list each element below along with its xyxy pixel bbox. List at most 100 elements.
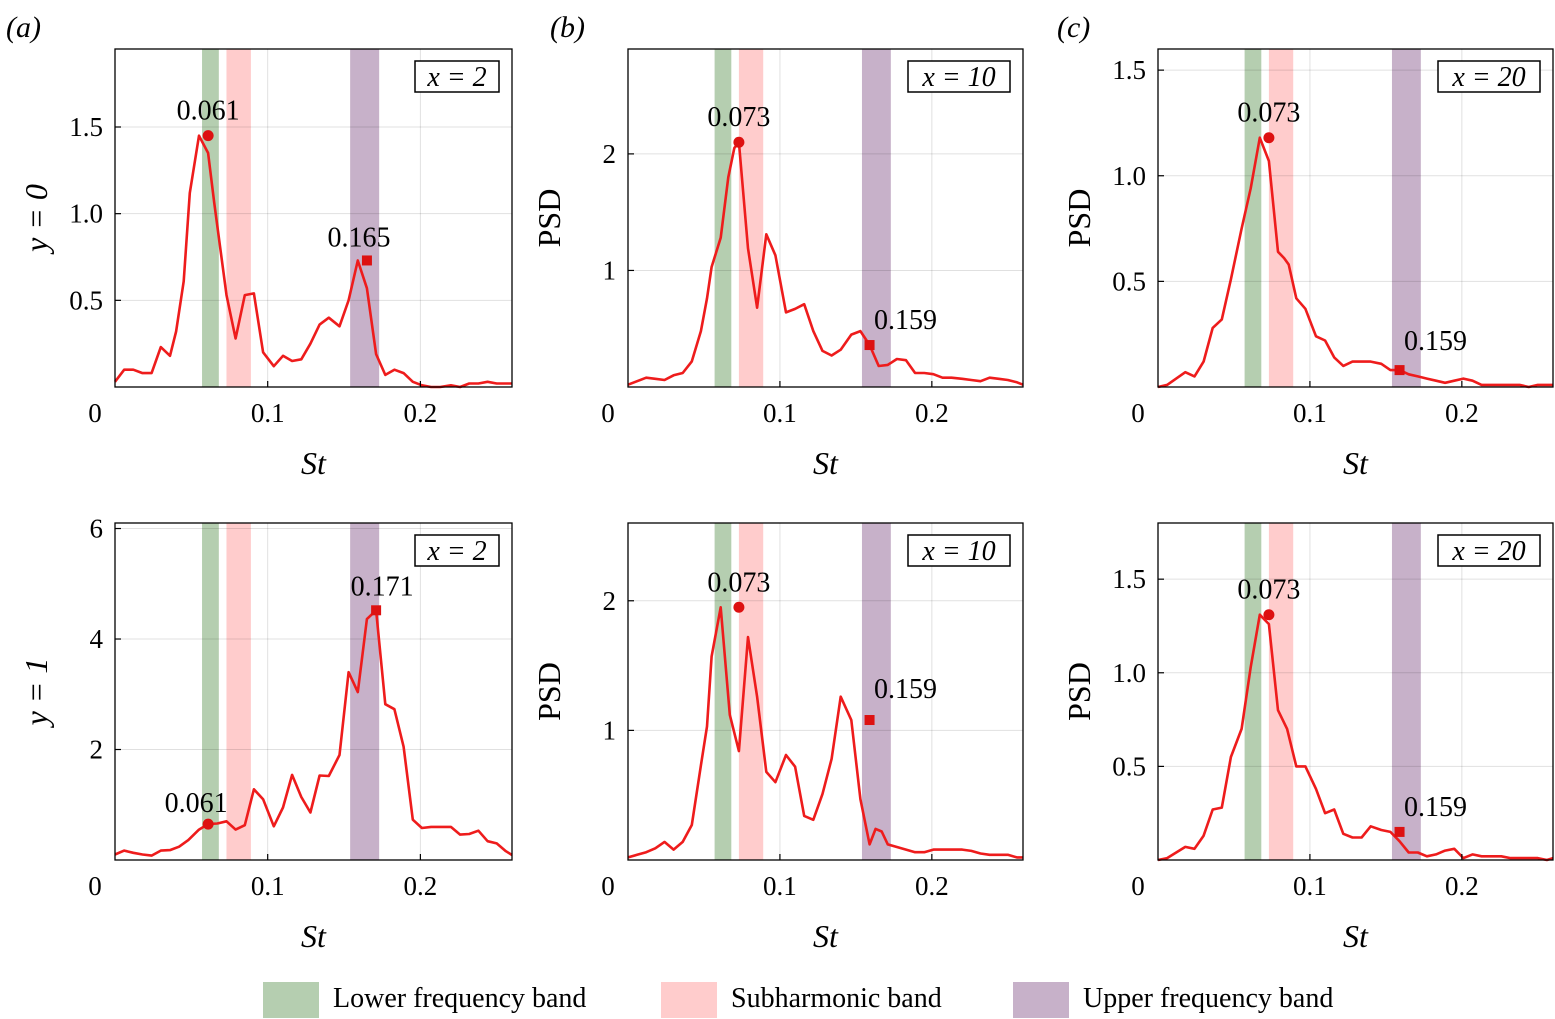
band-sub-a1	[226, 49, 251, 387]
band-upper-c2	[1391, 523, 1421, 860]
legend-label-sub: Subharmonic band	[731, 983, 942, 1014]
axes-frame-b1	[627, 48, 1024, 388]
y-tick-label-b1-1: 2	[603, 139, 617, 169]
y-axis-label-b1: PSD	[531, 189, 567, 248]
annotation-text-c1: x = 20	[1451, 62, 1525, 93]
annotation-text-c2: x = 20	[1451, 536, 1525, 567]
band-lower-c1	[1244, 49, 1262, 387]
legend-swatch-sub	[661, 982, 717, 1018]
band-sub-c2	[1268, 523, 1294, 860]
legend-swatch-upper	[1013, 982, 1069, 1018]
peak-label-a2-1: 0.171	[351, 571, 414, 602]
peak-marker-b2-0	[733, 601, 745, 613]
psd-line-c1	[1157, 136, 1553, 389]
annotation-text-b1: x = 10	[921, 62, 995, 93]
peak-label-c1-0: 0.073	[1237, 98, 1300, 129]
axes-frame-a1	[114, 48, 513, 388]
annotation-box-a1	[414, 60, 500, 93]
panel-c2: 0.073 0.159 0.1 0.2 0 0.5 1.0 1.5 St PSD x = 20	[1061, 522, 1554, 954]
figure: (a) (b) (c) 0.061 0.165 0.1 0.2 0 0.5 1.0 1.5 St…	[6, 11, 1554, 954]
y-tick-label-c2-1: 1.0	[1112, 658, 1146, 688]
band-lower-c2	[1244, 523, 1262, 860]
x-tick-label-a1-0: 0.1	[251, 398, 285, 428]
peak-marker-c1-1	[1394, 365, 1405, 376]
x-tick-label-b1-1: 0.2	[915, 398, 949, 428]
x-tick-label-c1-0: 0.1	[1293, 398, 1327, 428]
axes-frame-c1	[1157, 48, 1554, 388]
peak-label-c2-1: 0.159	[1404, 792, 1467, 823]
y-tick-label-c2-2: 1.5	[1112, 564, 1146, 594]
legend-label-upper: Upper frequency band	[1083, 983, 1334, 1014]
peak-label-a1-0: 0.061	[177, 96, 240, 127]
annotation-text-b2: x = 10	[921, 536, 995, 567]
origin-label-c2: 0	[1131, 871, 1145, 901]
origin-label-c1: 0	[1131, 398, 1145, 428]
y-axis-label-a1: y = 0	[18, 184, 54, 255]
x-tick-label-b1-0: 0.1	[763, 398, 797, 428]
x-axis-label-a2: St	[301, 918, 327, 954]
annotation-text-a2: x = 2	[426, 536, 486, 567]
origin-label-b2: 0	[601, 871, 615, 901]
band-upper-c1	[1391, 49, 1421, 387]
y-axis-label-c1: PSD	[1061, 189, 1097, 248]
panel-label-b: (b)	[550, 11, 585, 44]
band-upper-a2	[350, 523, 380, 860]
band-upper-a1	[350, 49, 380, 387]
psd-line-c2	[1157, 613, 1554, 862]
annotation-text-a1: x = 2	[426, 62, 486, 93]
panel-a2: 0.061 0.171 0.1 0.2 0 2 4 6 St y = 1 x = 2	[18, 514, 513, 954]
y-axis-label-a2: y = 1	[18, 658, 54, 729]
panel-c1: 0.073 0.159 0.1 0.2 0 0.5 1.0 1.5 St PSD x = 20	[1061, 48, 1554, 481]
y-tick-label-b2-1: 2	[603, 586, 617, 616]
y-tick-label-b2-0: 1	[603, 715, 617, 745]
x-axis-label-c2: St	[1343, 918, 1369, 954]
peak-label-a2-0: 0.061	[165, 788, 228, 819]
peak-label-b2-1: 0.159	[874, 674, 937, 705]
peak-marker-c2-1	[1394, 826, 1405, 837]
peak-marker-b2-1	[864, 715, 875, 726]
peak-marker-a2-0	[202, 818, 214, 830]
panel-label-c: (c)	[1057, 11, 1090, 44]
band-sub-b1	[738, 49, 764, 387]
y-tick-label-a2-2: 6	[90, 514, 104, 544]
y-axis-label-c2: PSD	[1061, 662, 1097, 721]
peak-marker-a1-0	[202, 130, 214, 142]
y-tick-label-a1-2: 1.5	[69, 112, 103, 142]
y-tick-label-c1-2: 1.5	[1112, 55, 1146, 85]
x-tick-label-b2-0: 0.1	[763, 871, 797, 901]
legend: Lower frequency band Subharmonic band Up…	[0, 978, 1555, 1018]
origin-label-a1: 0	[88, 398, 102, 428]
y-tick-label-c1-1: 1.0	[1112, 161, 1146, 191]
y-tick-label-c2-0: 0.5	[1112, 751, 1146, 781]
x-tick-label-a2-0: 0.1	[251, 871, 285, 901]
panel-b2: 0.073 0.159 0.1 0.2 0 1 2 St PSD x = 10	[531, 522, 1024, 954]
axes-frame-b2	[627, 522, 1024, 861]
annotation-box-c1	[1437, 60, 1541, 93]
y-tick-label-c1-0: 0.5	[1112, 266, 1146, 296]
peak-marker-a2-1	[371, 605, 382, 616]
y-tick-label-a2-1: 4	[90, 624, 104, 654]
x-tick-label-a1-1: 0.2	[404, 398, 438, 428]
peak-marker-c2-0	[1263, 609, 1275, 621]
x-tick-label-c2-1: 0.2	[1445, 871, 1479, 901]
y-tick-label-b1-0: 1	[603, 255, 617, 285]
peak-marker-c1-0	[1263, 132, 1275, 144]
peak-marker-b1-1	[864, 340, 875, 351]
y-tick-label-a1-0: 0.5	[69, 285, 103, 315]
psd-line-a1	[113, 134, 512, 389]
x-axis-label-b1: St	[813, 445, 839, 481]
origin-label-a2: 0	[88, 871, 102, 901]
band-upper-b2	[861, 523, 891, 860]
y-tick-label-a1-1: 1.0	[69, 199, 103, 229]
peak-label-c2-0: 0.073	[1237, 575, 1300, 606]
band-upper-b1	[861, 49, 891, 387]
origin-label-b1: 0	[601, 398, 615, 428]
x-tick-label-c1-1: 0.2	[1445, 398, 1479, 428]
x-tick-label-c2-0: 0.1	[1293, 871, 1327, 901]
peak-marker-b1-0	[733, 136, 745, 148]
psd-line-b1	[627, 140, 1024, 386]
peak-label-a1-1: 0.165	[327, 222, 390, 253]
y-axis-label-b2: PSD	[531, 662, 567, 721]
peak-label-b1-1: 0.159	[874, 305, 937, 336]
peak-label-b1-0: 0.073	[707, 102, 770, 133]
